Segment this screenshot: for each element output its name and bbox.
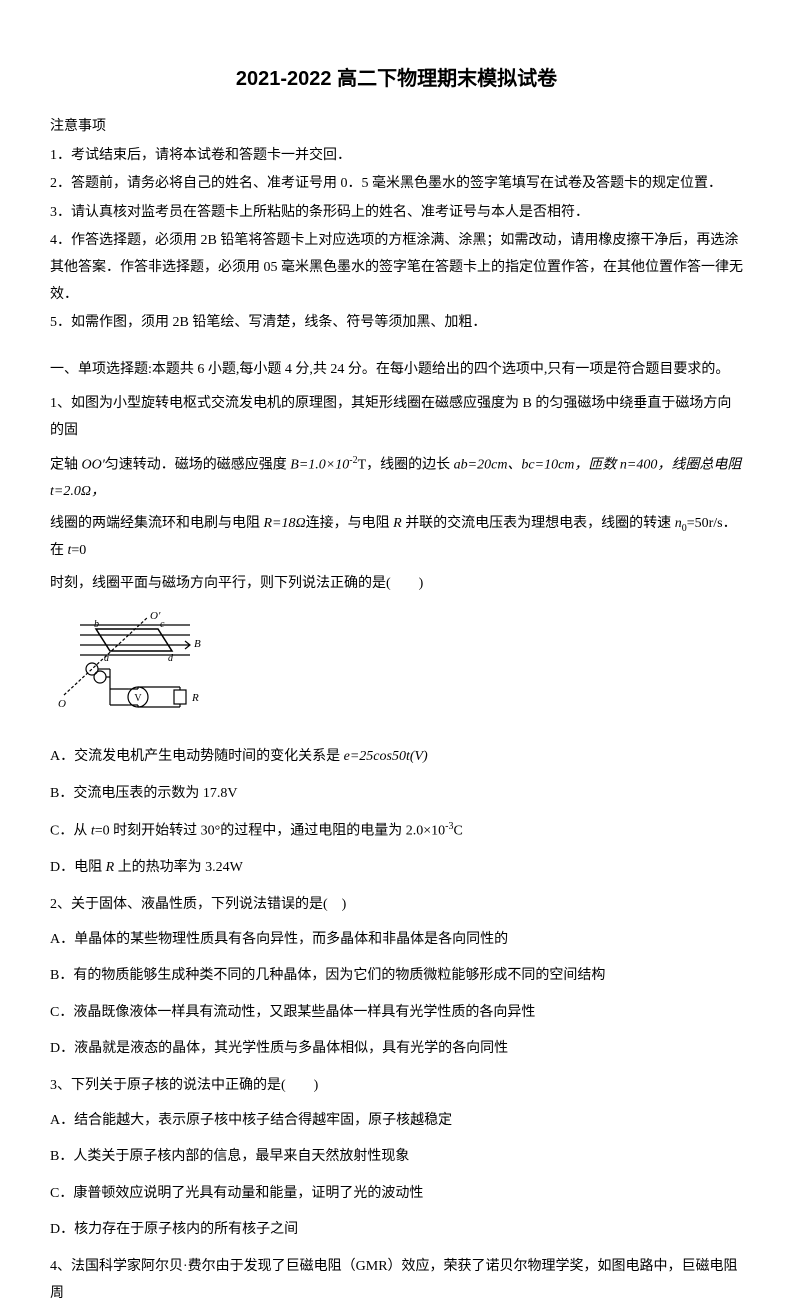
notice-item-3: 3．请认真核对监考员在答题卡上所粘贴的条形码上的姓名、准考证号与本人是否相符． <box>50 200 743 227</box>
label-c: c <box>160 619 165 630</box>
notice-item-2: 2．答题前，请务必将自己的姓名、准考证号用 0．5 毫米黑色墨水的签字笔填写在试… <box>50 171 743 198</box>
q1-d-text-a: 电阻 <box>74 860 106 875</box>
q1-r2: R <box>393 516 402 531</box>
q1-c-text-b: =0 时刻开始转过 30°的过程中，通过电阻的电量为 2.0×10 <box>95 824 445 839</box>
q1-teq: =0 <box>71 543 86 558</box>
notice-item-4: 4．作答选择题，必须用 2B 铅笔将答题卡上对应选项的方框涂满、涂黑；如需改动，… <box>50 228 743 308</box>
q1-bexp: -2 <box>349 455 357 466</box>
q1-option-c: C．从 t=0 时刻开始转过 30°的过程中，通过电阻的电量为 2.0×10-3… <box>50 817 743 845</box>
q3-option-c: C．康普顿效应说明了光具有动量和能量，证明了光的波动性 <box>50 1181 743 1208</box>
question-4-stem: 4、法国科学家阿尔贝·费尔由于发现了巨磁电阻（GMR）效应，荣获了诺贝尔物理学奖… <box>50 1254 743 1307</box>
question-2-stem: 2、关于固体、液晶性质，下列说法错误的是( ) <box>50 892 743 919</box>
q1-bval: B=1.0×10 <box>290 457 349 472</box>
q3-option-b: B．人类关于原子核内部的信息，最早来自天然放射性现象 <box>50 1144 743 1171</box>
q1-option-a: A．交流发电机产生电动势随时间的变化关系是 e=25cos50t(V) <box>50 744 743 771</box>
q1-option-d: D．电阻 R 上的热功率为 3.24W <box>50 855 743 882</box>
q1-p3-a: 线圈的两端经集流环和电刷与电阻 <box>50 516 264 531</box>
q1-n0: n <box>675 516 682 531</box>
question-1: 1、如图为小型旋转电枢式交流发电机的原理图，其矩形线圈在磁感应强度为 B 的匀强… <box>50 391 743 597</box>
exam-title: 2021-2022 高二下物理期末模拟试卷 <box>50 60 743 98</box>
q1-a-label: A． <box>50 749 74 764</box>
q1-r: R=18Ω <box>264 516 306 531</box>
q1-p2-a: 定轴 <box>50 457 82 472</box>
notice-item-1: 1．考试结束后，请将本试卷和答题卡一并交回． <box>50 143 743 170</box>
section-1-intro: 一、单项选择题:本题共 6 小题,每小题 4 分,共 24 分。在每小题给出的四… <box>50 357 743 384</box>
q1-d-text-b: 上的热功率为 3.24W <box>114 860 243 875</box>
label-bfield: B <box>194 638 201 650</box>
q1-b-label: B． <box>50 786 73 801</box>
q1-a-text: 交流发电机产生电动势随时间的变化关系是 <box>74 749 344 764</box>
q1-diagram: V O′ O b c a d B R <box>50 607 743 728</box>
notice-label: 注意事项 <box>50 114 743 141</box>
q1-p3-b: 连接，与电阻 <box>306 516 394 531</box>
label-a: a <box>104 653 109 664</box>
q1-option-b: B．交流电压表的示数为 17.8V <box>50 781 743 808</box>
q2-option-b: B．有的物质能够生成种类不同的几种晶体，因为它们的物质微粒能够形成不同的空间结构 <box>50 963 743 990</box>
q1-p3-c: 并联的交流电压表为理想电表，线圈的转速 <box>402 516 675 531</box>
q3-option-d: D．核力存在于原子核内的所有核子之间 <box>50 1217 743 1244</box>
q1-bunit: T，线圈的边长 <box>358 457 454 472</box>
q1-b-text: 交流电压表的示数为 17.8V <box>73 786 237 801</box>
q2-option-a: A．单晶体的某些物理性质具有各向异性，而多晶体和非晶体是各向同性的 <box>50 927 743 954</box>
question-3-stem: 3、下列关于原子核的说法中正确的是( ) <box>50 1073 743 1100</box>
q1-stem-line4: 时刻，线圈平面与磁场方向平行，则下列说法正确的是( ) <box>50 571 743 598</box>
label-o: O <box>58 698 66 710</box>
q1-d-r: R <box>106 860 115 875</box>
q1-stem-line3: 线圈的两端经集流环和电刷与电阻 R=18Ω连接，与电阻 R 并联的交流电压表为理… <box>50 511 743 564</box>
q1-c-label: C． <box>50 824 73 839</box>
q3-option-a: A．结合能越大，表示原子核中核子结合得越牢固，原子核越稳定 <box>50 1108 743 1135</box>
q1-p2-b: 匀速转动．磁场的磁感应强度 <box>105 457 291 472</box>
q1-d-label: D． <box>50 860 74 875</box>
notice-item-5: 5．如需作图，须用 2B 铅笔绘、写清楚，线条、符号等须加黑、加粗． <box>50 310 743 337</box>
q1-a-formula: e=25cos50t(V) <box>344 749 428 764</box>
q1-c-text-a: 从 <box>73 824 91 839</box>
q1-stem-line2: 定轴 OO′匀速转动．磁场的磁感应强度 B=1.0×10-2T，线圈的边长 ab… <box>50 451 743 506</box>
q2-option-c: C．液晶既像液体一样具有流动性，又跟某些晶体一样具有光学性质的各向异性 <box>50 1000 743 1027</box>
label-r: R <box>191 692 199 704</box>
q1-stem-line1: 1、如图为小型旋转电枢式交流发电机的原理图，其矩形线圈在磁感应强度为 B 的匀强… <box>50 391 743 444</box>
q1-oo: OO′ <box>82 457 105 472</box>
q1-c-unit: C <box>453 824 462 839</box>
generator-circuit-svg: V O′ O b c a d B R <box>50 607 210 717</box>
voltmeter-label: V <box>134 693 142 704</box>
label-b: b <box>94 619 99 630</box>
q2-option-d: D．液晶就是液态的晶体，其光学性质与多晶体相似，具有光学的各向同性 <box>50 1036 743 1063</box>
